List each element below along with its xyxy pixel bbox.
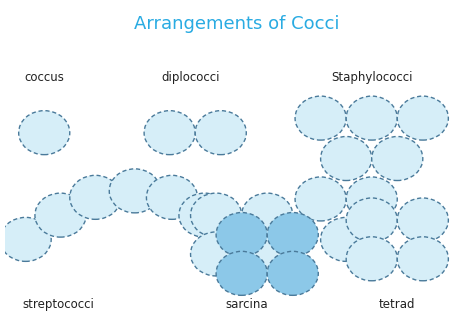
- Ellipse shape: [372, 137, 423, 181]
- Ellipse shape: [216, 251, 267, 295]
- Text: Arrangements of Cocci: Arrangements of Cocci: [134, 15, 340, 33]
- Ellipse shape: [216, 213, 267, 256]
- Text: coccus: coccus: [24, 71, 64, 84]
- Ellipse shape: [295, 96, 346, 140]
- Ellipse shape: [320, 137, 372, 181]
- Text: streptococci: streptococci: [22, 298, 94, 311]
- Text: diplococci: diplococci: [161, 71, 220, 84]
- Ellipse shape: [346, 177, 397, 221]
- Ellipse shape: [295, 177, 346, 221]
- Ellipse shape: [179, 193, 230, 237]
- Ellipse shape: [320, 217, 372, 261]
- Ellipse shape: [195, 111, 246, 155]
- Ellipse shape: [144, 111, 195, 155]
- Ellipse shape: [267, 251, 319, 295]
- Ellipse shape: [146, 175, 198, 219]
- Ellipse shape: [0, 217, 51, 261]
- Ellipse shape: [191, 232, 242, 276]
- Ellipse shape: [397, 96, 448, 140]
- Ellipse shape: [35, 193, 86, 237]
- Text: sarcina: sarcina: [225, 298, 268, 311]
- Ellipse shape: [397, 237, 448, 281]
- Ellipse shape: [346, 237, 397, 281]
- Ellipse shape: [109, 169, 160, 213]
- Ellipse shape: [191, 193, 242, 237]
- Ellipse shape: [397, 198, 448, 242]
- Text: tetrad: tetrad: [379, 298, 416, 311]
- Text: Staphylococci: Staphylococci: [331, 71, 412, 84]
- Ellipse shape: [70, 175, 121, 219]
- Ellipse shape: [18, 111, 70, 155]
- Ellipse shape: [242, 193, 293, 237]
- Ellipse shape: [346, 198, 397, 242]
- Ellipse shape: [242, 232, 293, 276]
- Ellipse shape: [346, 96, 397, 140]
- Ellipse shape: [267, 213, 319, 256]
